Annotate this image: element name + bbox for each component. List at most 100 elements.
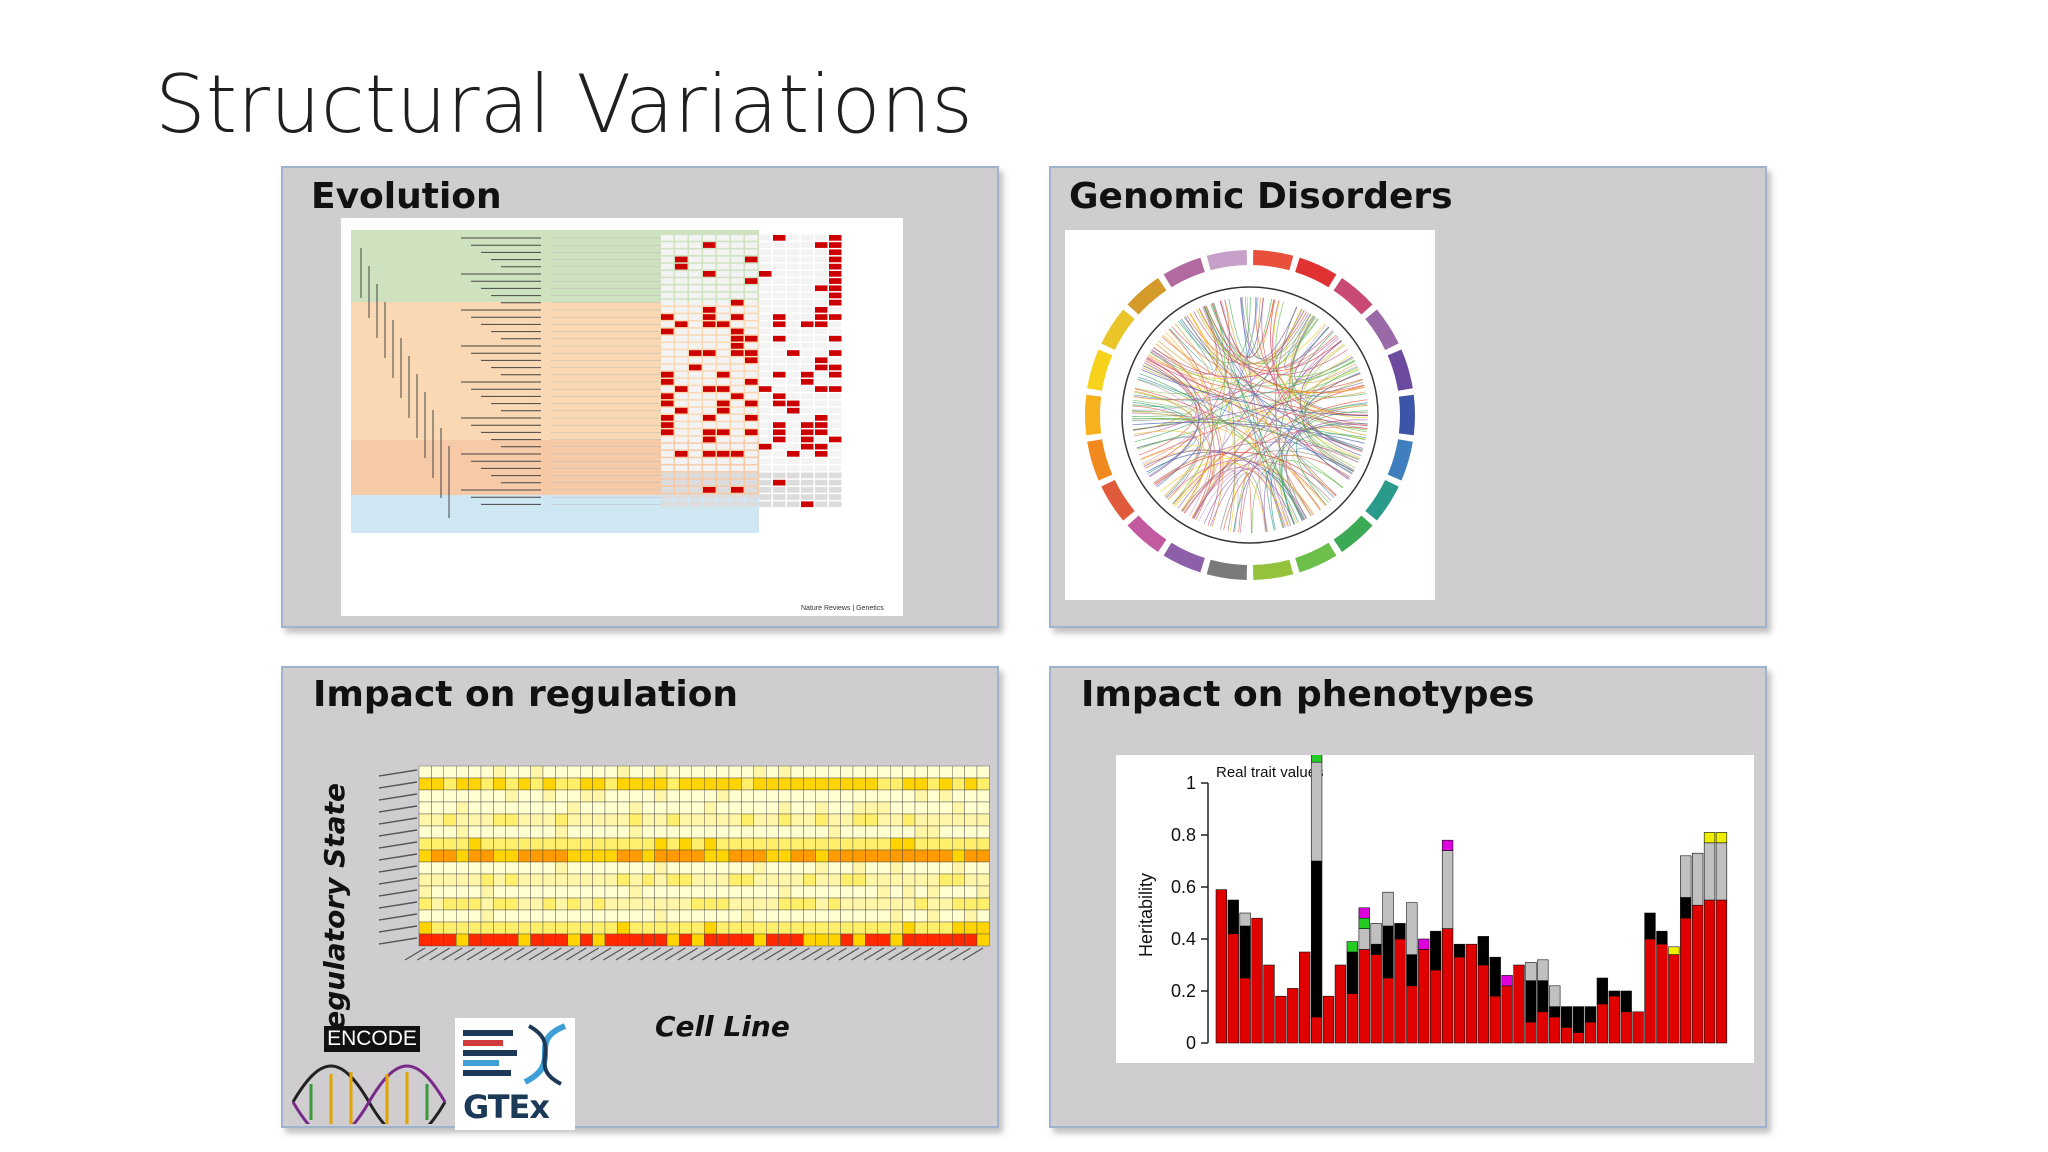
heatmap-cell (604, 921, 618, 935)
presence-cell (703, 429, 716, 436)
heatmap-cell (976, 897, 990, 911)
heatmap-cell (890, 765, 903, 779)
heatmap-cell (828, 933, 841, 947)
heatmap-cell (654, 801, 668, 815)
presence-cell (815, 242, 828, 248)
presence-cell (689, 335, 702, 342)
heatmap-cell (939, 849, 953, 863)
heatmap-cell (654, 909, 668, 923)
presence-cell (689, 307, 702, 313)
heatmap-cell (914, 789, 928, 803)
presence-cell (815, 292, 828, 299)
heatmap-cell (753, 813, 767, 827)
presence-cell (703, 285, 716, 292)
chromosome-segment (1127, 515, 1167, 552)
encode-logo-text: ENCODE (324, 1026, 420, 1052)
heatmap-cell (505, 921, 519, 935)
presence-cell (745, 443, 758, 450)
heatmap-cell (890, 933, 903, 947)
heatmap-cell (976, 909, 990, 923)
presence-cell (731, 256, 744, 263)
heatmap-cell (741, 873, 754, 887)
heatmap-cell (666, 789, 680, 803)
presence-cell (703, 328, 716, 335)
presence-cell (731, 364, 744, 371)
presence-cell (731, 422, 744, 428)
presence-cell (717, 479, 730, 486)
presence-cell (829, 407, 842, 414)
presence-cell (689, 364, 702, 371)
presence-cell (731, 235, 744, 241)
presence-cell (675, 479, 688, 486)
heatmap-cell (914, 825, 928, 839)
heatmap-cell (654, 885, 668, 899)
heatmap-cell (679, 801, 692, 815)
heatmap-cell (877, 765, 891, 779)
presence-cell (773, 429, 786, 436)
heatmap-cell (828, 909, 841, 923)
heatmap-cell (865, 777, 879, 791)
heatmap-cell (555, 933, 568, 947)
presence-cell (815, 235, 828, 241)
heatmap-cell (741, 777, 754, 791)
presence-cell (731, 314, 744, 320)
col-label-stub (627, 947, 649, 961)
heatmap-cell (617, 777, 630, 791)
heatmap-cell (914, 849, 928, 863)
presence-cell (731, 343, 744, 349)
row-label-stub (378, 877, 418, 885)
presence-cell (801, 364, 814, 371)
presence-cell (759, 479, 772, 486)
heatmap-cell (654, 765, 668, 779)
heatmap-cell (704, 921, 717, 935)
presence-cell (703, 371, 716, 378)
presence-cell (773, 271, 786, 277)
bar-segment (1620, 1011, 1632, 1044)
presence-cell (689, 321, 702, 328)
presence-cell (773, 249, 786, 256)
heatmap-cell (964, 813, 978, 827)
heatmap-cell (455, 897, 469, 911)
bar-segment (1299, 951, 1311, 1044)
presence-cell (773, 386, 786, 392)
heatmap-cell (517, 825, 531, 839)
inner-track (1121, 286, 1379, 544)
heatmap-cell (927, 861, 941, 875)
heatmap-cell (642, 813, 655, 827)
heatmap-cell (828, 849, 841, 863)
gtex-logo: GTEx (455, 1018, 575, 1130)
presence-cell (829, 400, 842, 407)
heatmap-cell (902, 813, 916, 827)
presence-cell (703, 357, 716, 364)
heatmap-cell (914, 801, 928, 815)
heatmap-cell (493, 897, 506, 911)
circos-link (1291, 316, 1367, 433)
heatmap-cell (704, 825, 717, 839)
presence-cell (661, 242, 674, 248)
bar-segment (1572, 1032, 1585, 1044)
heatmap-cell (828, 825, 841, 839)
heatmap-cell (939, 861, 953, 875)
presence-cell (661, 429, 674, 436)
heatmap-cell (629, 849, 643, 863)
circos-link (1204, 305, 1303, 521)
heatmap-cell (468, 789, 482, 803)
bar-segment (1239, 912, 1251, 927)
heatmap-cell (766, 789, 779, 803)
heatmap-cell (840, 825, 854, 839)
heatmap-cell (976, 873, 990, 887)
bar-segment (1406, 985, 1418, 1044)
heatmap-cell (927, 909, 941, 923)
heatmap-cell (666, 825, 680, 839)
presence-cell (731, 479, 744, 486)
presence-cell (773, 235, 786, 241)
heatmap-cell (455, 765, 469, 779)
circos-link (1308, 403, 1368, 431)
presence-cell (787, 263, 800, 270)
presence-cell (829, 379, 842, 385)
heatmap-cell (976, 849, 990, 863)
bar-segment (1501, 985, 1513, 1044)
heatmap-cell (642, 933, 655, 947)
heatmap-cell (952, 813, 965, 827)
heatmap-cell (716, 897, 730, 911)
